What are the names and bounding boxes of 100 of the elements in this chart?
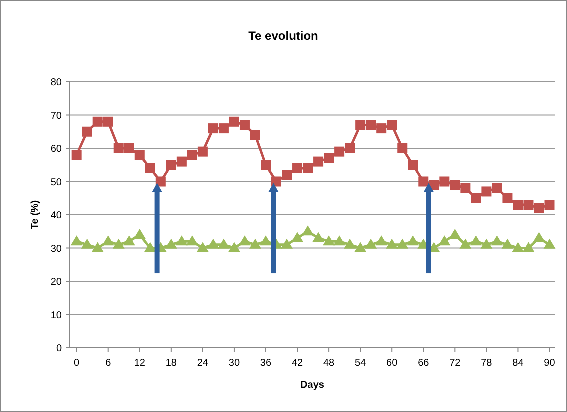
point <box>250 130 260 140</box>
point <box>165 238 178 249</box>
point <box>249 238 262 249</box>
point <box>376 236 388 246</box>
y-tick-label: 60 <box>50 144 62 155</box>
point <box>544 200 555 210</box>
point <box>208 124 218 134</box>
point <box>123 236 136 246</box>
point <box>218 124 229 134</box>
point <box>272 176 282 187</box>
point <box>144 242 156 252</box>
x-tick-label: 66 <box>418 358 430 369</box>
x-axis-title: Days <box>300 380 325 391</box>
point <box>176 156 187 167</box>
point <box>229 116 240 127</box>
point <box>324 153 334 164</box>
point <box>92 116 103 127</box>
x-tick-label: 48 <box>323 358 336 369</box>
point <box>176 236 188 246</box>
point <box>134 228 146 239</box>
point <box>334 236 346 246</box>
point <box>387 120 398 130</box>
point <box>491 236 504 246</box>
x-tick-label: 78 <box>481 358 493 369</box>
y-tick-label: 40 <box>50 210 62 222</box>
point <box>186 236 198 246</box>
x-tick-label: 12 <box>134 358 146 369</box>
x-tick-label: 54 <box>355 358 367 369</box>
point <box>303 163 314 174</box>
point <box>260 160 271 170</box>
point <box>70 236 83 246</box>
point <box>513 200 524 210</box>
y-tick-label: 0 <box>56 344 62 354</box>
point <box>238 236 251 246</box>
point <box>471 193 482 204</box>
x-tick-label: 6 <box>106 358 112 369</box>
point <box>292 163 303 174</box>
point <box>312 232 325 242</box>
point <box>334 146 345 157</box>
x-tick-label: 42 <box>292 358 304 369</box>
point <box>524 200 534 210</box>
point <box>407 236 420 246</box>
point <box>112 238 125 249</box>
point <box>354 242 367 252</box>
y-tick-label: 70 <box>50 110 62 122</box>
y-tick-label: 20 <box>50 277 62 288</box>
point <box>114 144 124 154</box>
point <box>482 186 492 197</box>
point <box>386 238 398 249</box>
point <box>533 232 546 242</box>
y-tick-label: 30 <box>50 244 62 255</box>
point <box>103 116 114 127</box>
x-tick-label: 60 <box>386 358 398 369</box>
point <box>292 232 304 242</box>
point <box>134 150 145 160</box>
point <box>544 238 556 249</box>
point <box>502 193 513 204</box>
chart-title: Te evolution <box>248 29 318 43</box>
point <box>502 238 514 249</box>
y-tick-label: 50 <box>50 177 62 188</box>
x-tick-label: 36 <box>260 358 272 369</box>
point <box>440 176 450 187</box>
point <box>460 238 472 249</box>
y-tick-label: 10 <box>50 310 62 322</box>
point <box>470 236 482 246</box>
point <box>418 176 429 187</box>
point <box>166 160 176 170</box>
point <box>218 238 230 249</box>
y-axis-title: Te (%) <box>30 200 41 230</box>
y-tick-label: 80 <box>50 78 62 88</box>
x-tick-label: 0 <box>74 358 80 369</box>
point <box>92 242 104 252</box>
point <box>449 228 462 239</box>
point <box>81 238 94 249</box>
point <box>207 238 220 249</box>
point <box>240 120 250 130</box>
point <box>492 183 502 194</box>
point <box>196 242 209 252</box>
point <box>102 236 114 246</box>
point <box>82 126 92 137</box>
point <box>460 183 471 194</box>
point <box>376 124 387 134</box>
point <box>198 146 208 157</box>
point <box>281 238 294 249</box>
x-tick-label: 18 <box>166 358 178 369</box>
point <box>344 238 356 249</box>
point <box>450 180 460 190</box>
point <box>228 242 240 252</box>
x-tick-label: 30 <box>228 358 240 369</box>
point <box>534 203 544 214</box>
x-tick-label: 24 <box>197 358 209 369</box>
point <box>72 150 82 160</box>
point <box>366 120 376 130</box>
point <box>512 242 524 252</box>
point <box>282 170 292 180</box>
point <box>480 238 493 249</box>
point <box>187 150 198 160</box>
point <box>522 242 535 252</box>
point <box>438 236 451 246</box>
point <box>314 156 324 167</box>
